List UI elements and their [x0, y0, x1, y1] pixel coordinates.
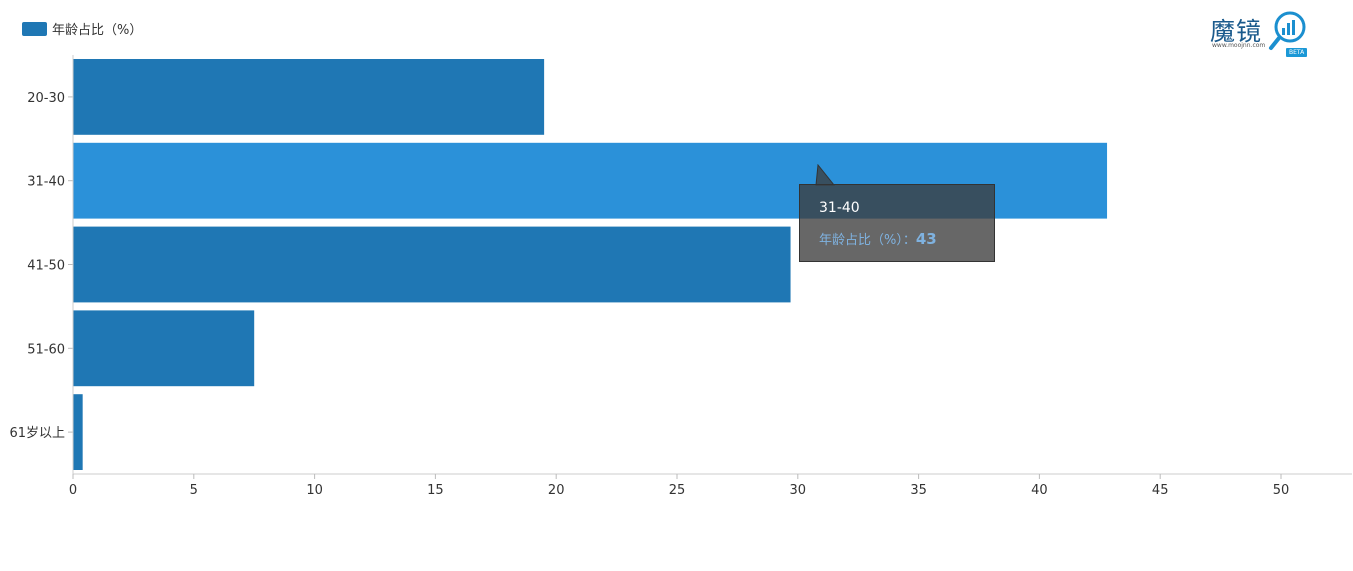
bar-20-30[interactable] [73, 59, 545, 135]
tooltip: 31-40 年龄占比（%）：43 [799, 184, 995, 262]
x-tick-label: 25 [669, 483, 686, 498]
logo-url: www.moojnn.com [1212, 42, 1266, 49]
x-tick-label: 5 [190, 483, 198, 498]
x-tick-label: 45 [1152, 483, 1169, 498]
tooltip-arrow [815, 164, 836, 186]
x-tick-label: 15 [427, 483, 444, 498]
legend-swatch [22, 21, 47, 36]
legend-label: 年龄占比（%） [52, 23, 143, 38]
bar-61岁以上[interactable] [73, 394, 83, 470]
y-tick-label: 51-60 [27, 342, 65, 357]
y-tick-label: 31-40 [27, 175, 65, 190]
moojnn-logo: 魔镜 www.moojnn.com BETA [1210, 10, 1314, 60]
tooltip-value: 43 [915, 230, 937, 248]
tooltip-category: 31-40 [819, 200, 860, 216]
x-tick-label: 50 [1273, 483, 1290, 498]
x-tick-label: 35 [910, 483, 927, 498]
y-tick-label: 61岁以上 [9, 426, 65, 441]
x-tick-label: 20 [548, 483, 565, 498]
y-tick-label: 41-50 [27, 259, 65, 274]
bar-41-50[interactable] [73, 226, 791, 303]
logo-name: 魔镜 [1210, 17, 1263, 46]
x-axis: 0 5 10 15 20 25 30 35 40 45 50 [69, 473, 1352, 498]
beta-badge: BETA [1286, 48, 1308, 57]
tooltip-row: 年龄占比（%）：43 [819, 229, 937, 248]
y-tick-label: 20-30 [27, 91, 65, 106]
magnifier-chart-icon [1269, 11, 1306, 50]
bars-group [73, 59, 1108, 470]
x-tick-label: 0 [69, 483, 77, 498]
x-tick-label: 40 [1031, 483, 1048, 498]
x-tick-label: 30 [790, 483, 807, 498]
legend[interactable]: 年龄占比（%） [22, 19, 142, 38]
bar-51-60[interactable] [73, 310, 255, 387]
tooltip-series-label: 年龄占比（%）： [819, 233, 916, 248]
y-axis: 20-30 31-40 41-50 51-60 61岁以上 [9, 55, 74, 474]
x-tick-label: 10 [306, 483, 323, 498]
